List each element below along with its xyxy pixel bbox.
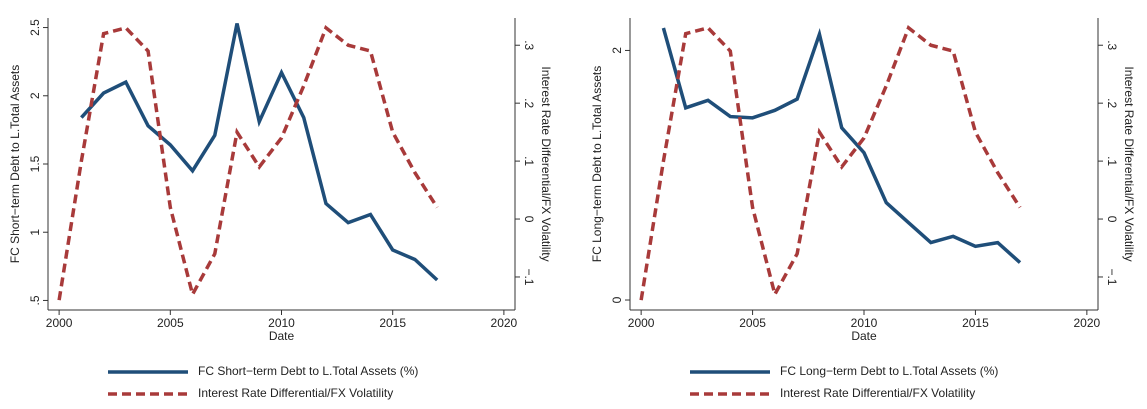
legend-label: FC Short−term Debt to L.Total Assets (%) bbox=[198, 364, 418, 378]
x-axis-title: Date bbox=[851, 329, 877, 343]
x-tick-label: 2015 bbox=[379, 316, 406, 330]
x-tick-label: 2010 bbox=[268, 316, 295, 330]
y2-tick-label: 0 bbox=[522, 216, 536, 223]
y2-tick-label: 0 bbox=[1105, 216, 1119, 223]
legend-label: FC Long−term Debt to L.Total Assets (%) bbox=[780, 364, 998, 378]
y2-tick-label: .2 bbox=[1105, 98, 1119, 108]
y-tick-label: 2 bbox=[28, 92, 42, 99]
x-tick-label: 2010 bbox=[851, 316, 878, 330]
x-tick-label: 2000 bbox=[46, 316, 73, 330]
y2-axis-title: Interest Rate Differential/FX Volatility bbox=[1122, 66, 1136, 261]
y-tick-label: 0 bbox=[610, 296, 624, 303]
x-tick-label: 2005 bbox=[739, 316, 766, 330]
x-tick-label: 2000 bbox=[628, 316, 655, 330]
y-tick-label: 1.5 bbox=[28, 155, 42, 172]
y2-tick-label: −.1 bbox=[522, 268, 536, 285]
y2-tick-label: .3 bbox=[522, 40, 536, 50]
y-tick-label: 1 bbox=[28, 229, 42, 236]
x-tick-label: 2015 bbox=[962, 316, 989, 330]
x-tick-label: 2020 bbox=[1074, 316, 1101, 330]
y-tick-label: 2 bbox=[610, 47, 624, 54]
y2-tick-label: .3 bbox=[1105, 40, 1119, 50]
series-line bbox=[80, 23, 439, 282]
legend-label: Interest Rate Differential/FX Volatility bbox=[780, 386, 975, 400]
x-tick-label: 2005 bbox=[157, 316, 184, 330]
series-line bbox=[661, 27, 1022, 264]
y2-tick-label: .2 bbox=[522, 98, 536, 108]
y2-tick-label: .1 bbox=[1105, 156, 1119, 166]
y-tick-label: .5 bbox=[28, 295, 42, 305]
y2-axis-title: Interest Rate Differential/FX Volatility bbox=[539, 66, 553, 261]
series-line bbox=[639, 25, 1022, 301]
y-axis-title: FC Short−term Debt to L.Total Assets bbox=[8, 65, 22, 263]
series-line bbox=[57, 25, 439, 301]
y-axis-title: FC Long−term Debt to L.Total Assets bbox=[590, 66, 604, 262]
y2-tick-label: −.1 bbox=[1105, 268, 1119, 285]
y2-tick-label: .1 bbox=[522, 156, 536, 166]
legend-label: Interest Rate Differential/FX Volatility bbox=[198, 386, 393, 400]
x-axis-title: Date bbox=[269, 329, 295, 343]
x-tick-label: 2020 bbox=[491, 316, 518, 330]
y-tick-label: 2.5 bbox=[28, 19, 42, 36]
